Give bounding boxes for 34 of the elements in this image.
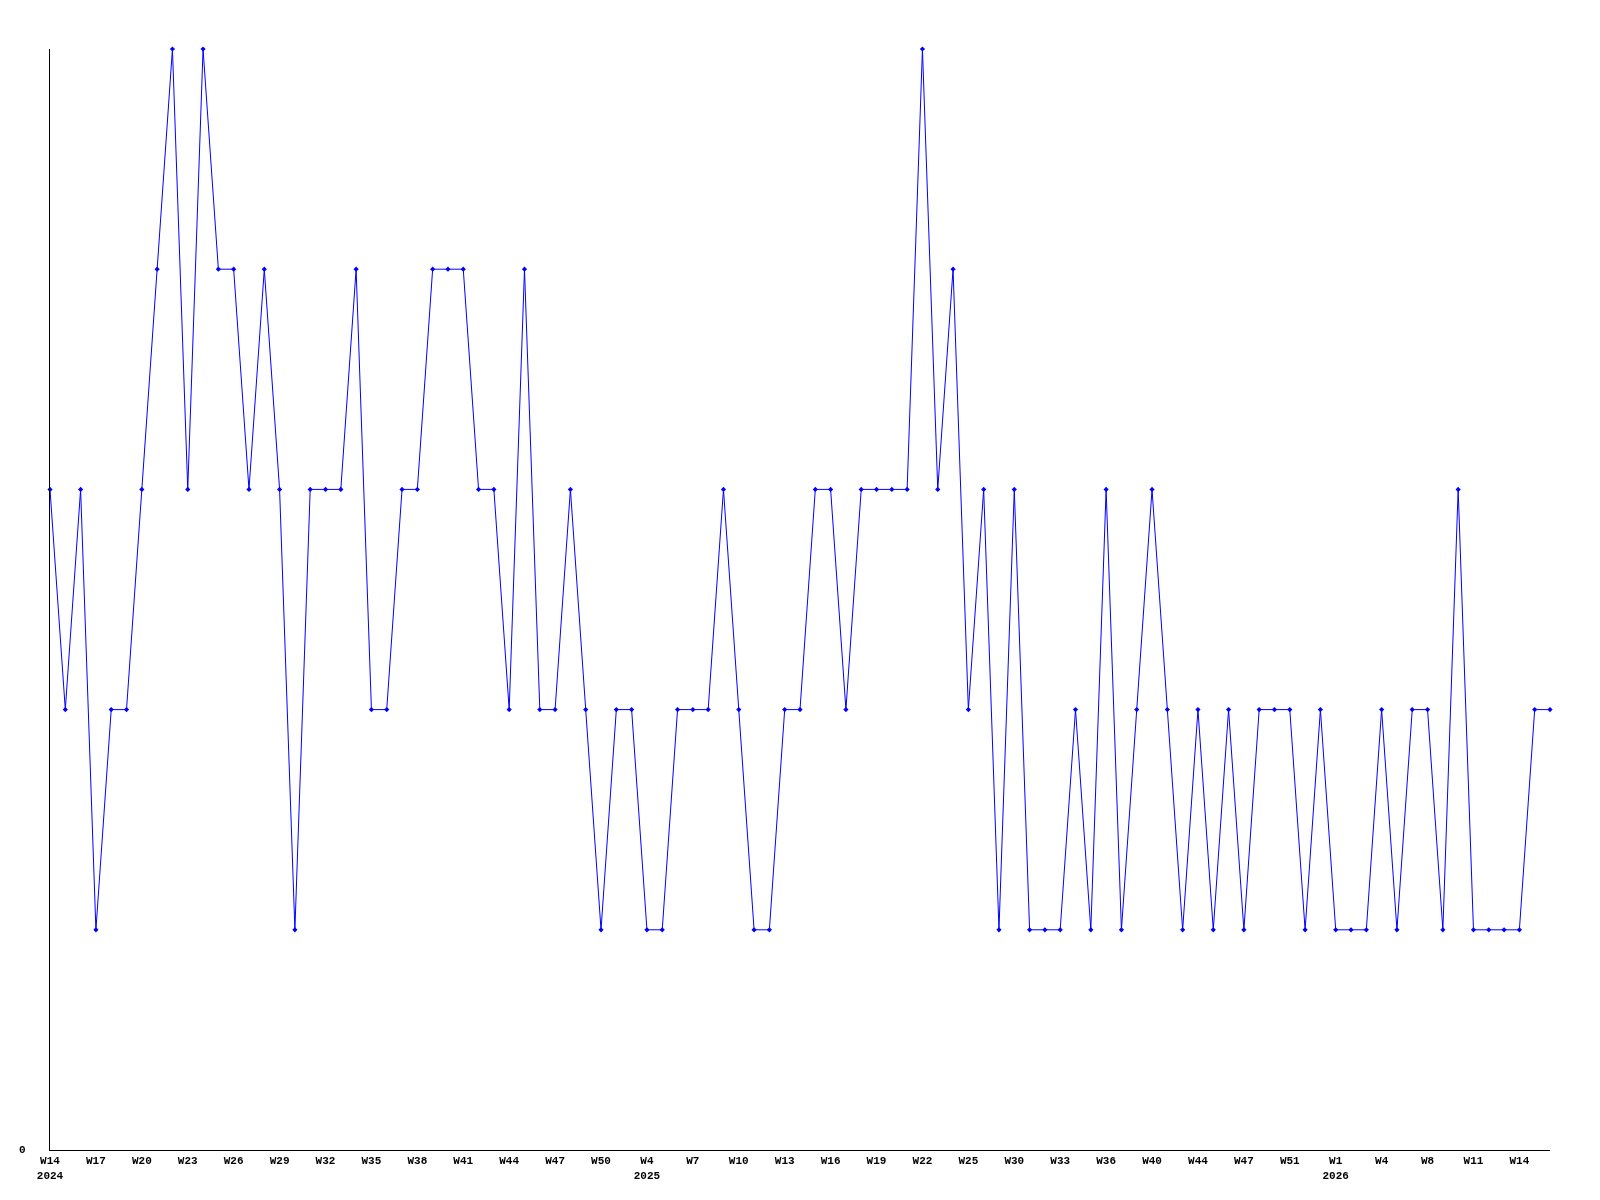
x-tick-label: W19	[866, 1155, 887, 1168]
x-tick-label: W4	[1375, 1155, 1389, 1168]
x-tick-label: W30	[1004, 1155, 1025, 1168]
x-tick-label: W38	[407, 1155, 428, 1168]
x-tick-label: W26	[223, 1155, 244, 1168]
x-tick-label: W10	[728, 1155, 749, 1168]
x-tick-label: W1 2026	[1322, 1155, 1349, 1182]
x-tick-label: W16	[820, 1155, 841, 1168]
x-tick-label: W47	[545, 1155, 566, 1168]
x-tick-label: W25	[958, 1155, 979, 1168]
x-tick-label: W41	[453, 1155, 474, 1168]
x-tick-label: W51	[1279, 1155, 1301, 1168]
x-tick-label: W14 2024	[36, 1155, 64, 1182]
x-tick-label: W33	[1050, 1155, 1071, 1168]
text: 0	[19, 1144, 26, 1156]
x-tick-label: W50	[591, 1155, 611, 1168]
x-tick-label: W23	[177, 1155, 199, 1168]
x-tick-label: W47	[1233, 1155, 1254, 1168]
x-tick-label: W20	[131, 1155, 152, 1168]
x-tick-label: W44	[499, 1155, 520, 1168]
x-tick-label: W8	[1420, 1155, 1435, 1168]
x-tick-label: W29	[269, 1155, 290, 1168]
x-tick-label: W44	[1188, 1155, 1209, 1168]
x-tick-label: W14	[1509, 1155, 1530, 1168]
x-tick-label: W13	[774, 1155, 795, 1168]
x-tick-label: W17	[86, 1155, 106, 1168]
x-tick-label: W35	[361, 1155, 382, 1168]
x-tick-label: W40	[1142, 1155, 1162, 1168]
x-tick-label: W22	[912, 1155, 933, 1168]
x-tick-label: W11	[1463, 1155, 1484, 1168]
x-tick-label: W36	[1096, 1155, 1117, 1168]
x-tick-label: W7	[686, 1155, 700, 1168]
x-tick-label: W4 2025	[633, 1155, 661, 1182]
x-tick-label: W32	[315, 1155, 336, 1168]
